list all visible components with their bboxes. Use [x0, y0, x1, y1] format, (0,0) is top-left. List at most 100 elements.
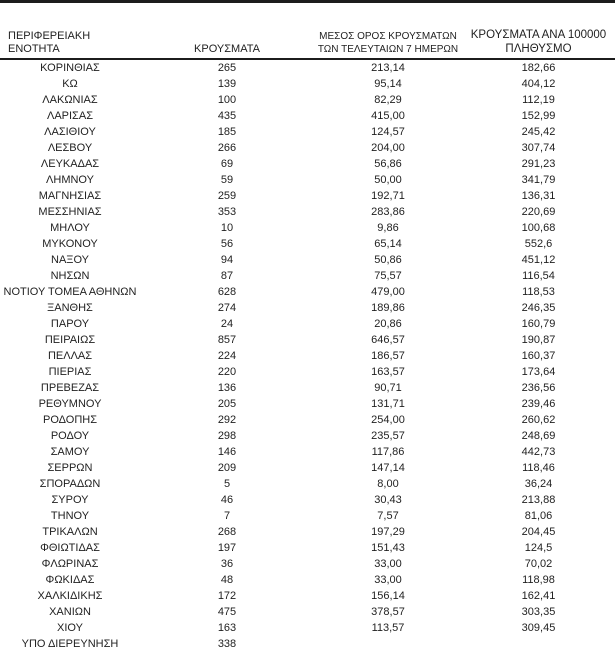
table-header: ΠΕΡΙΦΕΡΕΙΑΚΗ ΕΝΟΤΗΤΑ ΚΡΟΥΣΜΑΤΑ ΜΕΣΟΣ ΟΡΟ… [0, 1, 615, 60]
avg7-cell: 163,57 [371, 366, 405, 378]
per100k-cell: 303,35 [521, 606, 556, 618]
avg7-cell: 95,14 [374, 78, 402, 90]
region-cell: ΜΕΣΣΗΝΙΑΣ [38, 206, 102, 218]
avg7-cell: 156,14 [371, 590, 405, 602]
table-row: ΦΘΙΩΤΙΔΑΣ 197 151,43 124,5 [0, 540, 615, 556]
avg7-cell: 82,29 [374, 94, 402, 106]
region-cell: ΣΑΜΟΥ [50, 446, 90, 458]
per100k-cell [462, 636, 615, 652]
per100k-cell: 220,69 [521, 206, 556, 218]
avg7-cell: 9,86 [377, 222, 399, 234]
region-cell: ΦΛΩΡΙΝΑΣ [41, 558, 99, 570]
avg7-cell: 131,71 [371, 398, 405, 410]
cases-cell: 7 [223, 510, 231, 522]
per100k-cell: 204,45 [521, 526, 556, 538]
avg7-cell: 75,57 [374, 270, 402, 282]
per100k-cell: 309,45 [521, 622, 556, 634]
per100k-cell: 213,88 [521, 494, 556, 506]
per100k-cell: 112,19 [522, 94, 555, 106]
cases-cell: 209 [217, 462, 237, 474]
table-row: ΤΡΙΚΑΛΩΝ 268 197,29 204,45 [0, 524, 615, 540]
cases-cell: 205 [217, 398, 237, 410]
region-cell: ΧΑΝΙΩΝ [49, 606, 91, 618]
per100k-cell: 341,79 [521, 174, 556, 186]
table-row: ΛΕΣΒΟΥ 266 204,00 307,74 [0, 140, 615, 156]
cases-cell: 94 [220, 254, 234, 266]
avg7-cell: 415,00 [371, 110, 405, 122]
avg7-cell: 50,00 [374, 174, 402, 186]
avg7-cell: 646,57 [371, 334, 405, 346]
cases-cell: 292 [217, 414, 237, 426]
region-cell: ΧΙΟΥ [57, 622, 83, 634]
table-row: ΣΠΟΡΑΔΩΝ 5 8,00 36,24 [0, 476, 615, 492]
table-row: ΠΑΡΟΥ 24 20,86 160,79 [0, 316, 615, 332]
col-header-per100k: ΚΡΟΥΣΜΑΤΑ ΑΝΑ 100000 ΠΛΗΘΥΣΜΟ [462, 2, 615, 60]
per100k-cell: 116,54 [522, 270, 555, 282]
avg7-cell: 30,43 [374, 494, 402, 506]
table-row: ΚΟΡΙΝΘΙΑΣ 265 213,14 182,66 [0, 59, 615, 76]
col-header-region-label: ΠΕΡΙΦΕΡΕΙΑΚΗ ΕΝΟΤΗΤΑ [8, 30, 91, 55]
region-cell: ΠΡΕΒΕΖΑΣ [40, 382, 100, 394]
avg7-cell: 254,00 [371, 414, 405, 426]
per100k-cell: 246,35 [521, 302, 556, 314]
avg7-cell: 7,57 [377, 510, 399, 522]
avg7-cell: 56,86 [374, 158, 402, 170]
table-row: ΥΠΟ ΔΙΕΡΕΥΝΗΣΗ 338 [0, 636, 615, 652]
region-cell: ΡΕΘΥΜΝΟΥ [38, 398, 102, 410]
cases-cell: 435 [217, 110, 237, 122]
region-cell: ΧΑΛΚΙΔΙΚΗΣ [37, 590, 103, 602]
per100k-cell: 136,31 [521, 190, 556, 202]
table-row: ΛΑΣΙΘΙΟΥ 185 124,57 245,42 [0, 124, 615, 140]
region-cell: ΣΥΡΟΥ [51, 494, 89, 506]
avg7-cell: 213,14 [371, 62, 405, 74]
table-row: ΠΙΕΡΙΑΣ 220 163,57 173,64 [0, 364, 615, 380]
region-cell: ΝΟΤΙΟΥ ΤΟΜΕΑ ΑΘΗΝΩΝ [3, 286, 137, 298]
avg7-cell: 235,57 [371, 430, 405, 442]
region-cell: ΤΗΝΟΥ [50, 510, 90, 522]
per100k-cell: 118,53 [522, 286, 555, 298]
cases-cell: 172 [217, 590, 237, 602]
avg7-cell: 204,00 [371, 142, 405, 154]
table-row: ΝΗΣΩΝ 87 75,57 116,54 [0, 268, 615, 284]
per100k-cell: 307,74 [521, 142, 556, 154]
cases-cell: 268 [217, 526, 237, 538]
table-row: ΦΛΩΡΙΝΑΣ 36 33,00 70,02 [0, 556, 615, 572]
cases-cell: 136 [217, 382, 237, 394]
table-row: ΠΕΛΛΑΣ 224 186,57 160,37 [0, 348, 615, 364]
per100k-cell: 442,73 [521, 446, 556, 458]
region-cell: ΡΟΔΟΥ [50, 430, 90, 442]
per100k-cell: 160,79 [521, 318, 556, 330]
table-row: ΠΡΕΒΕΖΑΣ 136 90,71 236,56 [0, 380, 615, 396]
avg7-cell: 117,86 [371, 446, 405, 458]
region-cell: ΞΑΝΘΗΣ [47, 302, 93, 314]
avg7-cell: 189,86 [371, 302, 405, 314]
table-row: ΣΑΜΟΥ 146 117,86 442,73 [0, 444, 615, 460]
cases-cell: 475 [217, 606, 237, 618]
col-header-cases-label: ΚΡΟΥΣΜΑΤΑ [194, 43, 260, 55]
cases-cell: 163 [217, 622, 237, 634]
per100k-cell: 100,68 [521, 222, 556, 234]
col-header-per100k-line2: ΠΛΗΘΥΣΜΟ [505, 43, 572, 55]
table-row: ΚΩ 139 95,14 404,12 [0, 76, 615, 92]
region-cell: ΠΙΕΡΙΑΣ [48, 366, 92, 378]
cases-cell: 197 [217, 542, 237, 554]
per100k-cell: 70,02 [524, 558, 553, 570]
per100k-cell: 182,66 [521, 62, 556, 74]
avg7-cell: 33,00 [374, 558, 402, 570]
table-row: ΜΥΚΟΝΟΥ 56 65,14 552,6 [0, 236, 615, 252]
table-row: ΛΑΡΙΣΑΣ 435 415,00 152,99 [0, 108, 615, 124]
region-cell: ΛΑΣΙΘΙΟΥ [44, 126, 96, 138]
avg7-cell: 192,71 [371, 190, 405, 202]
avg7-cell [314, 636, 462, 652]
cases-cell: 185 [217, 126, 237, 138]
cases-cell: 628 [217, 286, 237, 298]
table-row: ΤΗΝΟΥ 7 7,57 81,06 [0, 508, 615, 524]
region-cell: ΛΑΚΩΝΙΑΣ [42, 94, 98, 106]
per100k-cell: 160,37 [521, 350, 556, 362]
per100k-cell: 152,99 [521, 110, 556, 122]
table-row: ΡΟΔΟΥ 298 235,57 248,69 [0, 428, 615, 444]
per100k-cell: 260,62 [521, 414, 556, 426]
table-header-row: ΠΕΡΙΦΕΡΕΙΑΚΗ ΕΝΟΤΗΤΑ ΚΡΟΥΣΜΑΤΑ ΜΕΣΟΣ ΟΡΟ… [0, 1, 615, 60]
table-row: ΧΑΛΚΙΔΙΚΗΣ 172 156,14 162,41 [0, 588, 615, 604]
cases-cell: 5 [223, 478, 231, 490]
